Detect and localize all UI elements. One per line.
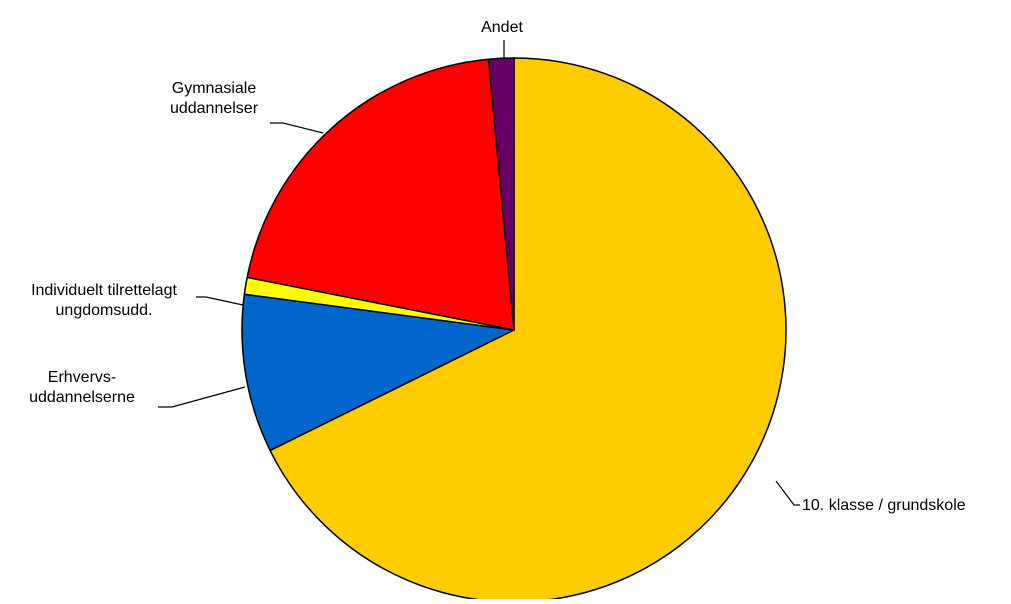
slice-label-3: Individuelt tilrettelagt ungdomsudd.: [31, 282, 177, 319]
pie-slice-2: [241, 293, 515, 452]
slice-label-line: ungdomsudd.: [56, 302, 153, 319]
leader-line-2: [158, 386, 246, 408]
leader-line-3: [196, 296, 244, 306]
slice-label-line: uddannelser: [170, 100, 259, 117]
slice-label-4: Gymnasiale uddannelser: [170, 80, 259, 117]
slice-label-line: Erhvervs-: [48, 369, 116, 386]
labels-layer: 10. klasse / grundskole Erhvervs-uddannel…: [29, 19, 966, 514]
leader-line-4: [270, 122, 324, 134]
pie-slice-5: [487, 57, 515, 331]
slice-label-line: Individuelt tilrettelagt: [31, 282, 177, 299]
leader-line-1: [775, 480, 800, 506]
slices-layer: [241, 57, 787, 603]
pie-slice-4: [246, 58, 515, 331]
slice-label-line: Gymnasiale: [172, 80, 257, 97]
slice-label-line: 10. klasse / grundskole: [802, 497, 966, 514]
slice-label-line: uddannelserne: [29, 389, 135, 406]
slice-label-line: Andet: [481, 19, 523, 36]
slice-label-5: Andet: [481, 19, 523, 36]
slice-label-1: 10. klasse / grundskole: [802, 497, 966, 514]
leader-lines-layer: [158, 40, 800, 506]
slice-label-2: Erhvervs-uddannelserne: [29, 369, 135, 406]
pie-slice-1: [269, 57, 787, 603]
